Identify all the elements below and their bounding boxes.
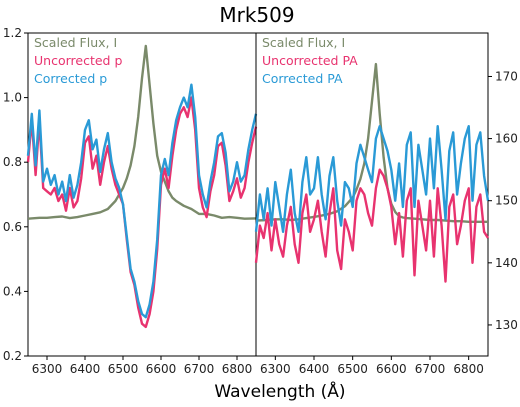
left-y-tick-label: 0.8: [3, 155, 22, 169]
left-x-tick-label: 6700: [184, 362, 215, 376]
right-y-tick-label: 140: [495, 256, 518, 270]
x-axis-label: Wavelength (Å): [214, 380, 345, 402]
left-x-tick-label: 6400: [70, 362, 101, 376]
right-legend-entry-0: Scaled Flux, I: [262, 35, 345, 50]
left-y-tick-label: 0.2: [3, 349, 22, 363]
left-x-tick-label: 6300: [32, 362, 63, 376]
right-panel: 130 140 150 160 170 6300 6400 6500 6600 6700 6800…: [254, 32, 518, 376]
left-legend: Scaled Flux, I Uncorrected p Corrected p: [34, 35, 122, 86]
right-y-tick-label: 130: [495, 318, 518, 332]
left-panel: 0.2 0.4 0.6 0.8 1.0 1.2 6300 6400 6500 6600 6700 6…: [3, 26, 258, 376]
right-series-2-line: [254, 124, 490, 234]
right-x-tick-label: 6600: [376, 362, 407, 376]
left-y-tick-label: 0.6: [3, 220, 22, 234]
left-series-1-line: [26, 96, 258, 329]
left-legend-entry-2: Corrected p: [34, 71, 107, 86]
right-x-tick-label: 6500: [337, 362, 368, 376]
left-y-tick-label: 0.4: [3, 284, 22, 298]
right-x-tick-label: 6800: [453, 362, 484, 376]
left-x-tick-label: 6500: [108, 362, 139, 376]
right-legend-entry-1: Uncorrected PA: [262, 53, 358, 68]
left-legend-entry-0: Scaled Flux, I: [34, 35, 117, 50]
right-x-tick-label: 6300: [260, 362, 291, 376]
chart-title: Mrk509: [219, 3, 294, 27]
right-y-tick-label: 160: [495, 132, 518, 146]
left-x-tick-label: 6600: [146, 362, 177, 376]
left-y-tick-label: 1.2: [3, 26, 22, 40]
left-legend-entry-1: Uncorrected p: [34, 53, 122, 68]
right-y-tick-label: 150: [495, 194, 518, 208]
left-series-2-line: [26, 83, 258, 319]
right-x-tick-label: 6400: [299, 362, 330, 376]
right-y-tick-label: 170: [495, 69, 518, 83]
left-y-tick-label: 1.0: [3, 91, 22, 105]
right-x-tick-label: 6700: [415, 362, 446, 376]
right-series-1-line: [254, 168, 490, 283]
right-legend: Scaled Flux, I Uncorrected PA Corrected PA: [262, 35, 358, 86]
left-x-tick-label: 6800: [222, 362, 253, 376]
right-legend-entry-2: Corrected PA: [262, 71, 343, 86]
right-series-0-line: [255, 62, 488, 224]
